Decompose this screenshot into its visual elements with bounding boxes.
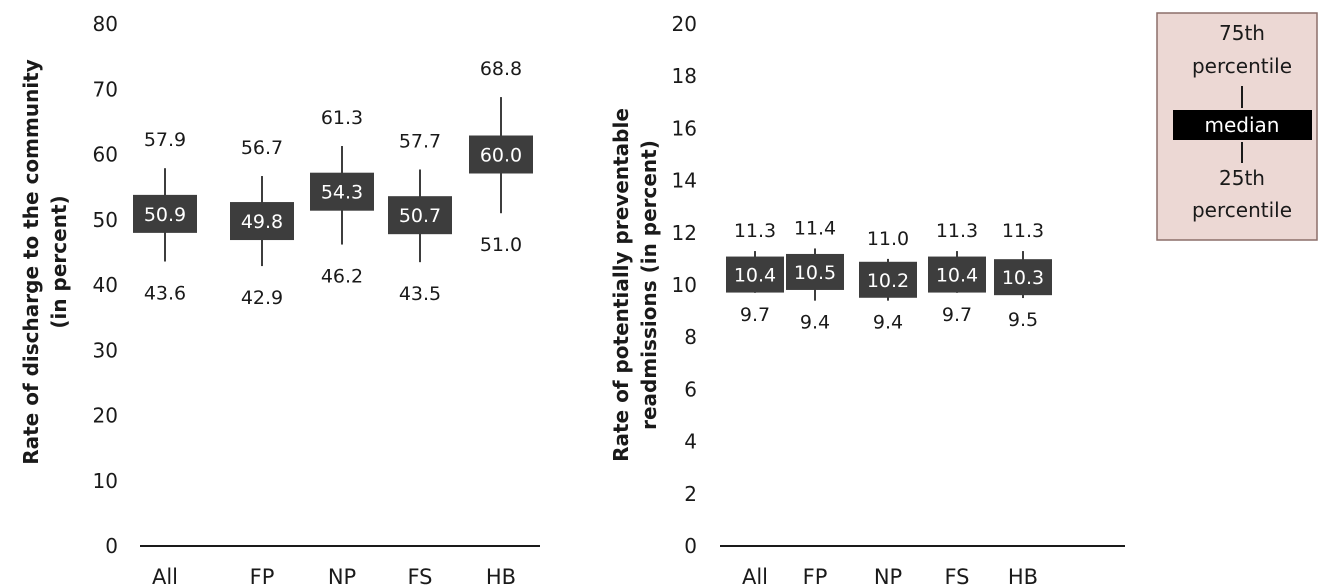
legend-median-box: [1173, 110, 1312, 140]
median-label: 10.2: [867, 270, 909, 292]
x-category-label: HB: [486, 565, 516, 586]
median-box: [388, 196, 452, 235]
y-tick-label: 0: [684, 534, 697, 558]
y-axis-title: (in percent): [47, 195, 71, 328]
p25-label: 9.7: [740, 304, 770, 326]
p25-label: 9.4: [873, 312, 903, 334]
x-category-label: NP: [328, 565, 356, 586]
y-tick-label: 2: [684, 482, 697, 506]
legend-bottom-label: percentile: [1192, 198, 1292, 222]
x-category-label: FS: [407, 565, 432, 586]
p25-label: 43.6: [144, 283, 186, 305]
median-box: [859, 261, 917, 298]
chart-panel-1: 0 10 20 30 40 50 60 70 80 Rate of discharge to th…: [19, 12, 540, 586]
median-label: 10.4: [734, 265, 776, 287]
y-tick-label: 20: [672, 12, 697, 36]
p25-label: 46.2: [321, 266, 363, 288]
y-tick-label: 30: [93, 338, 118, 362]
y-tick-label: 60: [93, 143, 118, 167]
p75-label: 11.3: [936, 220, 978, 242]
y-tick-label: 80: [93, 12, 118, 36]
median-box: [230, 202, 294, 241]
p75-label: 11.3: [734, 220, 776, 242]
y-tick-label: 40: [93, 273, 118, 297]
y-tick-label: 12: [672, 221, 697, 245]
y-tick-label: 50: [93, 208, 118, 232]
y-tick-label: 0: [105, 534, 118, 558]
p75-label: 57.9: [144, 129, 186, 151]
median-box: [133, 194, 197, 233]
y-tick-label: 8: [684, 325, 697, 349]
y-tick-label: 10: [672, 273, 697, 297]
median-label: 49.8: [241, 211, 283, 233]
median-label: 50.9: [144, 204, 186, 226]
p75-label: 68.8: [480, 58, 522, 80]
x-category-label: All: [742, 565, 768, 586]
median-box: [928, 256, 986, 293]
p25-label: 51.0: [480, 234, 522, 256]
median-box: [994, 259, 1052, 296]
median-label: 10.5: [794, 262, 836, 284]
p75-label: 11.3: [1002, 220, 1044, 242]
median-box: [310, 172, 374, 211]
median-label: 10.4: [936, 265, 978, 287]
chart-panel-2: 0 2 4 6 8 10 12 14 16 18 20 Rate of potentially pre…: [609, 12, 1125, 586]
p25-label: 9.4: [800, 312, 830, 334]
p25-label: 43.5: [399, 283, 441, 305]
x-category-label: FP: [250, 565, 275, 586]
p25-label: 42.9: [241, 287, 283, 309]
legend-bottom-label: 25th: [1219, 166, 1265, 190]
p25-label: 9.5: [1008, 309, 1038, 331]
median-box: [786, 253, 844, 290]
x-category-label: HB: [1008, 565, 1038, 586]
median-box: [726, 256, 784, 293]
y-tick-label: 18: [672, 64, 697, 88]
y-tick-label: 16: [672, 116, 697, 140]
p75-label: 57.7: [399, 131, 441, 153]
p75-label: 11.0: [867, 228, 909, 250]
median-label: 50.7: [399, 205, 441, 227]
median-label: 54.3: [321, 182, 363, 204]
median-label: 10.3: [1002, 267, 1044, 289]
x-category-label: FS: [944, 565, 969, 586]
y-tick-label: 14: [672, 169, 697, 193]
x-category-label: All: [152, 565, 178, 586]
y-tick-label: 6: [684, 377, 697, 401]
p75-label: 11.4: [794, 217, 836, 239]
legend-top-label: percentile: [1192, 54, 1292, 78]
x-category-label: NP: [874, 565, 902, 586]
y-axis-title: Rate of discharge to the community: [19, 59, 43, 465]
y-axis-title: Rate of potentially preventable: [609, 108, 633, 462]
y-axis-title: readmissions (in percent): [637, 140, 661, 430]
x-category-label: FP: [803, 565, 828, 586]
legend-median-label: median: [1205, 113, 1280, 137]
y-tick-label: 10: [93, 469, 118, 493]
median-box: [469, 135, 533, 174]
y-tick-label: 20: [93, 404, 118, 428]
legend-top-label: 75th: [1219, 21, 1265, 45]
p75-label: 61.3: [321, 107, 363, 129]
median-label: 60.0: [480, 145, 522, 167]
p75-label: 56.7: [241, 137, 283, 159]
p25-label: 9.7: [942, 304, 972, 326]
legend: 75th percentile median 25th percentile: [1156, 12, 1318, 241]
y-tick-label: 4: [684, 430, 697, 454]
y-tick-label: 70: [93, 77, 118, 101]
